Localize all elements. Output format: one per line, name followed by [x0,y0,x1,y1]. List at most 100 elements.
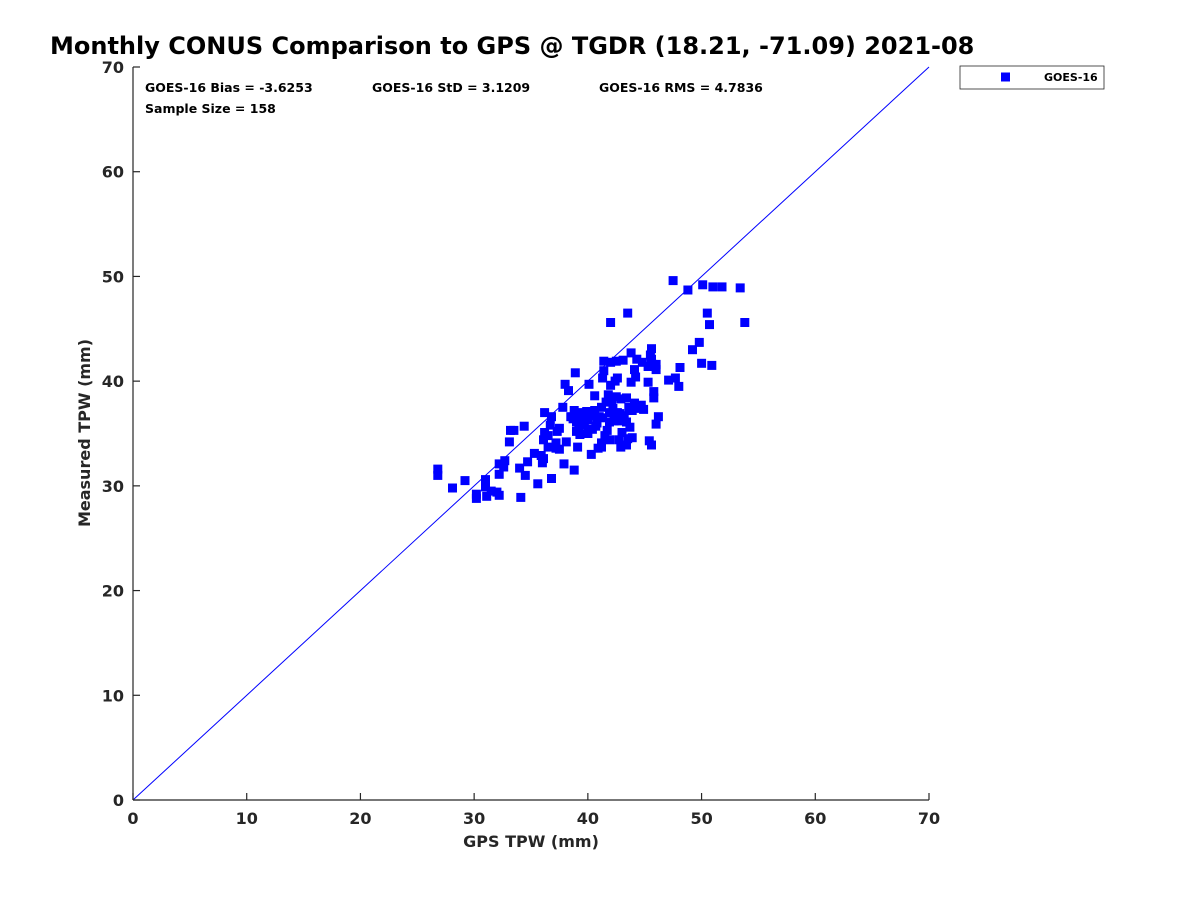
data-point-48 [570,368,580,378]
data-point-91 [614,435,624,445]
x-tick-label-0: 0 [127,809,138,828]
data-point-44 [564,386,573,396]
data-point-143 [717,282,727,292]
data-point-107 [627,433,637,443]
one-to-one-reference-line [132,66,930,801]
data-point-73 [598,373,608,383]
data-point-20 [516,492,526,502]
data-point-125 [649,393,659,403]
data-point-55 [579,420,589,430]
data-point-31 [540,408,550,418]
data-point-63 [590,406,600,415]
data-point-76 [600,431,610,441]
legend-box [959,65,1105,90]
data-point-121 [647,440,656,450]
data-point-77 [601,397,611,407]
data-point-100 [622,440,631,450]
data-point-142 [708,282,718,292]
data-point-34 [547,474,556,483]
data-point-16 [504,437,514,447]
data-point-130 [668,276,678,286]
data-point-32 [543,442,553,452]
data-point-149 [592,418,602,428]
data-point-110 [631,372,641,382]
data-point-58 [584,379,594,389]
data-point-51 [573,442,583,452]
data-point-129 [664,375,674,385]
data-point-9 [486,486,496,496]
x-tick-label-6: 60 [804,809,826,828]
data-point-15 [500,456,510,466]
data-point-101 [623,308,633,318]
data-point-18 [509,425,519,435]
data-point-24 [529,448,539,458]
data-point-140 [705,320,714,330]
std-stat: GOES-16 StD = 3.1209 [372,80,530,95]
data-point-127 [651,359,661,369]
data-point-12 [494,469,504,479]
data-point-150 [602,425,612,435]
rms-stat: GOES-16 RMS = 4.7836 [599,80,763,95]
data-point-42 [560,379,570,389]
data-point-111 [631,403,641,413]
data-point-21 [519,421,529,431]
data-point-148 [575,430,585,439]
data-point-53 [576,414,586,424]
y-ticks: 0 10 20 30 40 50 60 70 [102,58,140,810]
data-point-135 [688,345,697,355]
data-point-72 [598,413,608,423]
data-point-25 [533,479,543,489]
legend-label-goes-16: GOES-16 [1044,71,1098,84]
y-tick-label-6: 60 [102,163,124,182]
data-point-19 [515,463,525,473]
data-point-104 [626,377,636,387]
data-point-40 [558,402,568,412]
sample-size-stat: Sample Size = 158 [145,101,276,116]
data-point-94 [616,394,626,404]
data-point-90 [612,373,622,383]
data-point-47 [569,406,579,415]
data-point-39 [554,444,564,454]
data-point-41 [559,459,569,469]
data-point-83 [606,318,616,327]
data-point-146 [543,431,553,441]
data-point-29 [539,435,548,445]
data-point-128 [651,419,661,429]
data-point-11 [494,490,504,500]
data-point-99 [622,417,631,427]
data-point-6 [481,482,490,492]
x-tick-label-5: 50 [690,809,712,828]
data-point-158 [653,412,663,422]
data-point-157 [617,428,627,437]
data-point-43 [561,437,571,447]
data-point-93 [615,416,625,426]
data-point-156 [605,435,614,445]
data-point-78 [603,390,613,400]
data-point-74 [599,366,609,376]
x-tick-label-4: 40 [577,809,599,828]
data-point-154 [568,414,578,424]
y-tick-label-2: 20 [102,582,124,601]
bias-stat: GOES-16 Bias = -3.6253 [145,80,313,95]
data-point-0 [433,464,443,474]
data-point-1 [433,470,443,480]
data-point-57 [583,415,593,425]
data-point-7 [481,475,490,485]
x-tick-label-3: 30 [463,809,485,828]
data-point-117 [643,377,653,387]
data-point-95 [616,442,626,452]
data-point-115 [637,357,647,367]
data-point-122 [647,344,656,354]
data-point-5 [471,493,481,503]
data-point-33 [545,420,555,430]
data-point-52 [574,422,584,432]
data-point-22 [520,470,530,480]
y-tick-label-5: 50 [102,267,124,286]
data-point-98 [622,393,631,403]
data-point-144 [735,283,745,293]
data-point-71 [597,402,606,412]
data-point-60 [586,449,596,459]
data-point-23 [523,457,533,467]
data-point-35 [547,412,556,422]
data-point-75 [599,356,609,366]
